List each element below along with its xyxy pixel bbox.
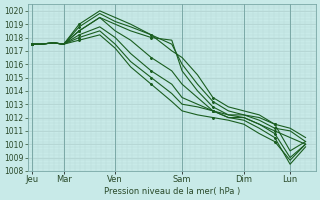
X-axis label: Pression niveau de la mer( hPa ): Pression niveau de la mer( hPa ): [104, 187, 240, 196]
